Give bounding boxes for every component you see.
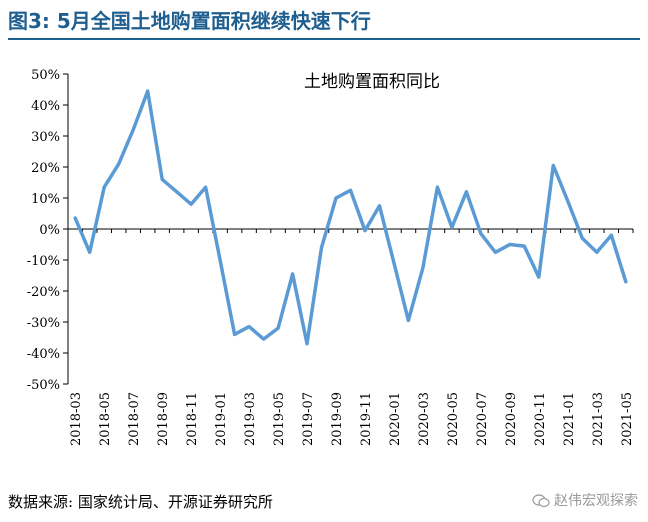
y-tick-label: 20% xyxy=(31,161,60,176)
x-tick-label: 2018-05 xyxy=(98,392,113,446)
chart-title: 土地购置面积同比 xyxy=(304,72,440,92)
x-tick-label: 2021-01 xyxy=(562,392,577,446)
wechat-icon xyxy=(532,494,550,508)
x-tick-label: 2020-03 xyxy=(417,392,432,446)
source-note: 数据来源: 国家统计局、开源证券研究所 xyxy=(8,493,273,511)
title-divider xyxy=(8,38,640,40)
series-layer xyxy=(73,89,628,346)
x-tick-label: 2020-11 xyxy=(533,392,548,446)
x-tick-label: 2020-09 xyxy=(504,392,519,446)
y-tick-label: 50% xyxy=(31,68,60,83)
x-axis: 2018-03 2018-05 2018-07 2018-09 2018-11 2019-… xyxy=(67,228,635,446)
y-tick-label: 10% xyxy=(31,192,60,207)
y-tick-label: 0% xyxy=(39,223,60,238)
x-tick-label: 2019-09 xyxy=(330,392,345,446)
x-tick-label: 2021-05 xyxy=(620,392,635,446)
line-chart: 50% 40% 30% 20% 10% 0% -10% -20% -30% -40% -50% 20… xyxy=(27,68,635,446)
x-tick-label: 2018-07 xyxy=(127,392,142,446)
x-tick-label: 2021-03 xyxy=(591,392,606,446)
x-tick-label: 2019-07 xyxy=(301,392,316,446)
watermark-text: 赵伟宏观探索 xyxy=(554,493,638,509)
x-tick-label: 2020-01 xyxy=(388,392,403,446)
y-tick-label: -10% xyxy=(27,254,60,269)
x-tick-label: 2019-05 xyxy=(272,392,287,446)
y-tick-label: 40% xyxy=(31,99,60,114)
watermark: 赵伟宏观探索 xyxy=(532,488,638,514)
y-tick-label: -20% xyxy=(27,285,60,300)
series-line xyxy=(73,89,628,346)
y-tick-label: -40% xyxy=(27,347,60,362)
x-tick-label: 2018-11 xyxy=(185,392,200,446)
y-tick-label: -30% xyxy=(27,316,60,331)
x-tick-label: 2019-01 xyxy=(214,392,229,446)
y-tick-label: -50% xyxy=(27,378,60,393)
x-tick-label: 2018-03 xyxy=(69,392,84,446)
x-tick-label: 2018-09 xyxy=(156,392,171,446)
x-tick-label: 2020-05 xyxy=(446,392,461,446)
y-tick-label: 30% xyxy=(31,130,60,145)
x-tick-label: 2019-11 xyxy=(359,392,374,446)
x-tick-label: 2020-07 xyxy=(475,392,490,446)
x-tick-label: 2019-03 xyxy=(243,392,258,446)
figure-title: 图3: 5月全国土地购置面积继续快速下行 xyxy=(8,9,371,33)
y-axis: 50% 40% 30% 20% 10% 0% -10% -20% -30% -40% -50% xyxy=(27,68,69,393)
